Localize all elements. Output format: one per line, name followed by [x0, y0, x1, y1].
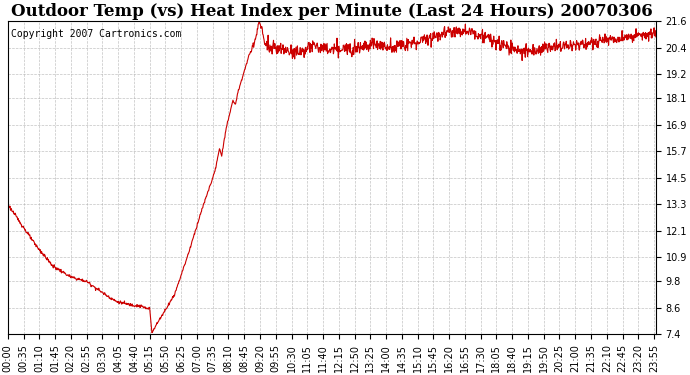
Title: Outdoor Temp (vs) Heat Index per Minute (Last 24 Hours) 20070306: Outdoor Temp (vs) Heat Index per Minute … — [11, 3, 653, 20]
Text: Copyright 2007 Cartronics.com: Copyright 2007 Cartronics.com — [11, 29, 181, 39]
